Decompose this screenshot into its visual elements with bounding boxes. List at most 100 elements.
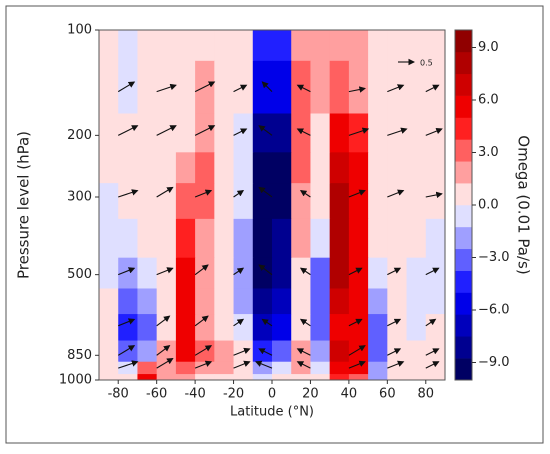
contour-cell: [425, 30, 446, 62]
wind-vector: [118, 189, 139, 198]
contour-cell: [348, 288, 369, 315]
contour-cell: [214, 314, 235, 342]
contour-cell: [195, 60, 215, 114]
wind-vector: [425, 267, 440, 276]
contour-cell: [406, 30, 427, 62]
contour-cell: [233, 152, 254, 184]
contour-cell: [387, 340, 408, 363]
wind-vector: [258, 125, 273, 136]
contour-cell: [348, 152, 369, 184]
wind-vector: [233, 347, 251, 356]
reference-label: 0.5: [420, 59, 433, 68]
colorbar-tick-label: 9.0: [478, 40, 499, 55]
contour-cell: [425, 183, 446, 220]
wind-vector: [348, 318, 363, 327]
wind-vector: [425, 318, 437, 327]
contour-cell: [252, 113, 273, 153]
contour-cell: [233, 288, 254, 315]
wind-vector: [156, 267, 174, 276]
contour-cell: [156, 314, 177, 342]
wind-vector: [194, 189, 213, 198]
colorbar-band: [455, 248, 472, 271]
contour-cell: [156, 152, 177, 184]
x-axis-label: Latitude (°N): [230, 405, 314, 420]
contour-cell: [272, 113, 292, 153]
contour-cell: [99, 288, 119, 315]
contour-cell: [310, 30, 331, 62]
contour-cell: [368, 218, 388, 259]
contour-cell: [387, 152, 408, 184]
contour-cell: [137, 361, 158, 375]
contour-cell: [195, 183, 215, 220]
contour-cell: [137, 288, 158, 315]
wind-vector: [156, 186, 174, 198]
contour-cell: [406, 361, 427, 375]
contour-cell: [137, 152, 158, 184]
wind-vector: [118, 360, 139, 369]
contour-cell: [137, 30, 158, 62]
contour-cell: [99, 218, 119, 259]
wind-vector: [233, 318, 245, 327]
colorbar-band: [455, 270, 472, 293]
contour-cell: [406, 257, 427, 289]
contour-cell: [195, 314, 215, 342]
contour-cell: [329, 340, 350, 363]
contour-cell: [368, 30, 388, 62]
contour-cell: [156, 218, 177, 259]
contour-cell: [175, 374, 196, 381]
contour-cell: [425, 218, 446, 259]
contour-cell: [406, 374, 427, 381]
wind-vector: [194, 315, 209, 327]
colorbar-band: [455, 73, 472, 96]
contour-cell: [310, 257, 331, 289]
contour-cell: [137, 314, 158, 342]
contour-cell: [195, 30, 215, 62]
contour-cell: [387, 374, 408, 381]
wind-vector: [261, 318, 273, 327]
contour-cell: [118, 60, 138, 114]
contour-cell: [118, 218, 138, 259]
contour-cell: [175, 257, 196, 289]
contour-cell: [156, 288, 177, 315]
contour-cell: [156, 340, 177, 363]
contour-cell: [291, 218, 311, 259]
contour-cell: [310, 288, 331, 315]
contour-cell: [175, 152, 196, 184]
contour-cell: [252, 288, 273, 315]
contour-cell: [214, 183, 235, 220]
wind-vector: [387, 189, 405, 198]
wind-vector: [425, 127, 443, 136]
wind-vector: [425, 191, 443, 199]
contour-cell: [425, 288, 446, 315]
contour-cell: [329, 60, 350, 114]
wind-vector: [194, 360, 213, 369]
wind-vector: [296, 84, 311, 93]
wind-vector: [261, 81, 273, 93]
contour-cell: [425, 60, 446, 114]
contour-cell: [195, 374, 215, 381]
contour-cell: [175, 218, 196, 259]
contour-cell: [233, 30, 254, 62]
contour-cell: [387, 113, 408, 153]
contour-cell: [175, 288, 196, 315]
contour-cell: [118, 152, 138, 184]
contour-cell: [329, 257, 350, 289]
contour-cell: [195, 152, 215, 184]
contour-cell: [368, 257, 388, 289]
contour-cell: [118, 30, 138, 62]
contour-cell: [348, 218, 369, 259]
contour-cell: [348, 60, 369, 114]
wind-vector: [156, 315, 171, 327]
wind-vector: [348, 360, 366, 369]
contour-cell: [329, 374, 350, 381]
y-tick-label: 500: [67, 267, 92, 282]
wind-vector: [348, 86, 366, 93]
contour-cell: [368, 288, 388, 315]
contour-cell: [175, 361, 196, 375]
contour-cell: [368, 113, 388, 153]
contour-cell: [272, 152, 292, 184]
contour-cell: [195, 257, 215, 289]
contour-cell: [156, 374, 177, 381]
contour-cell: [329, 288, 350, 315]
contour-cell: [406, 314, 427, 342]
